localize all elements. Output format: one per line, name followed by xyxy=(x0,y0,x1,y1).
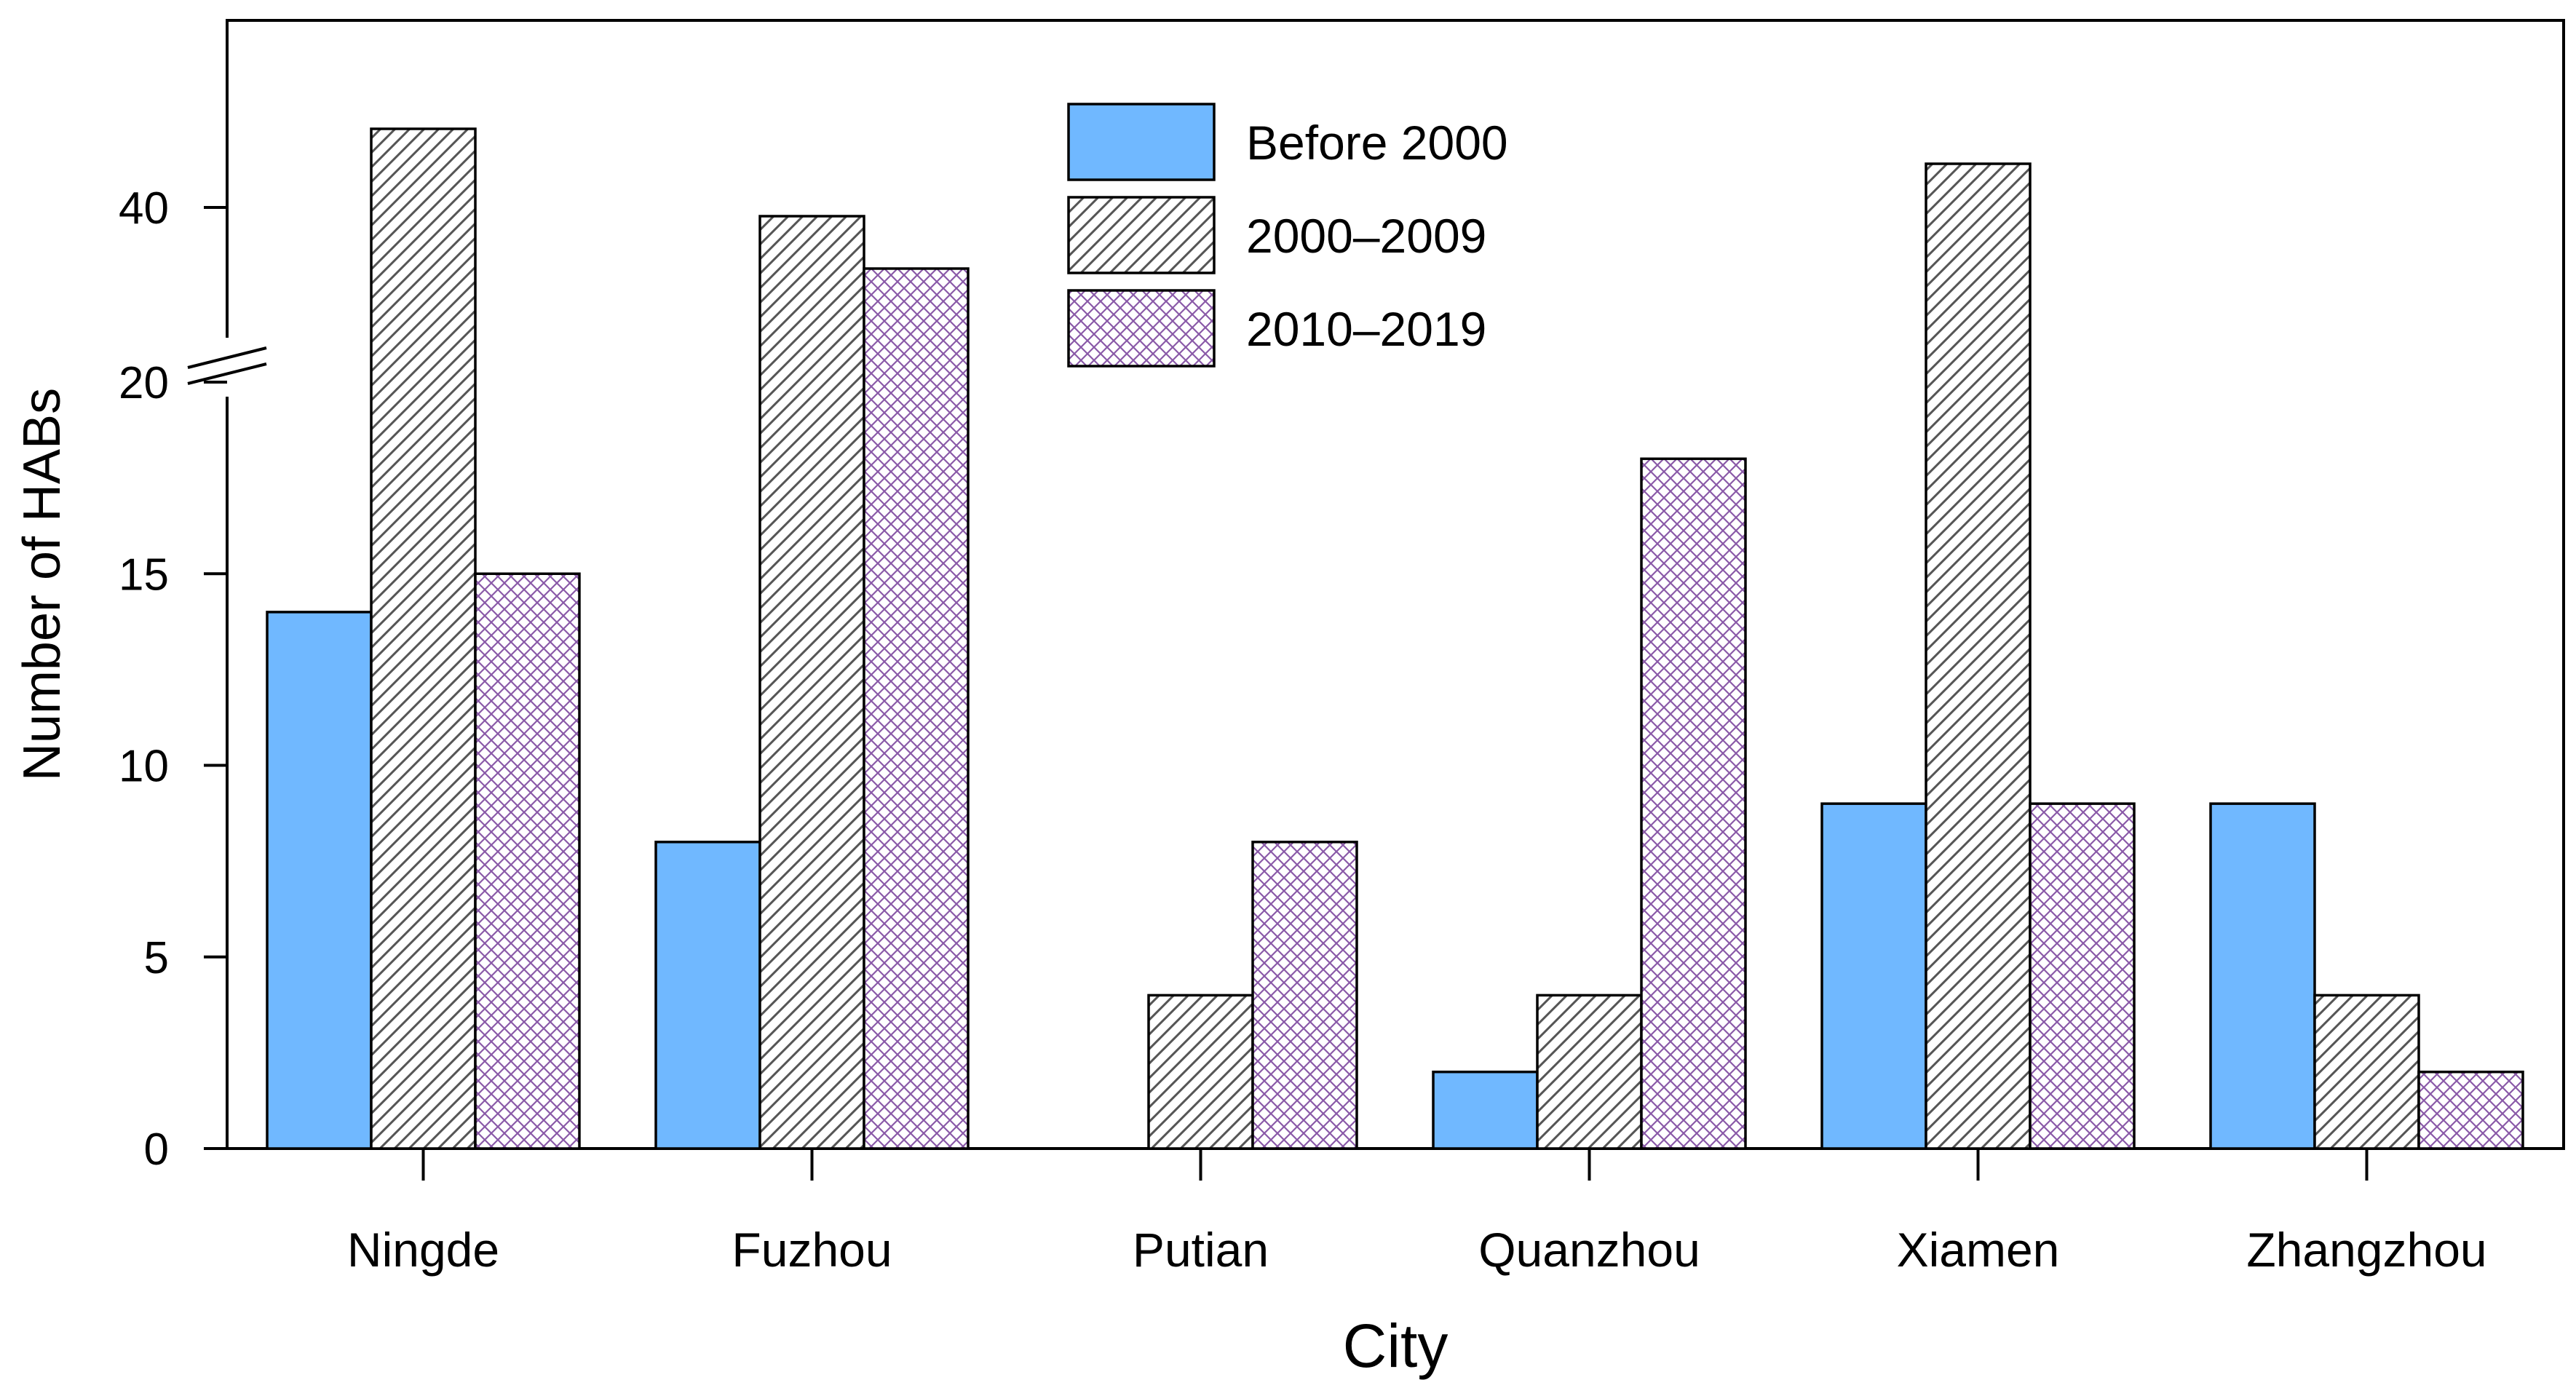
y-tick-label: 20 xyxy=(119,358,169,408)
legend-swatch-2 xyxy=(1067,289,1216,368)
y-axis: 0 5 10 15 20 40 xyxy=(119,183,227,1175)
x-axis: Ningde Fuzhou Putian Quanzhou Xiamen Zhangzho… xyxy=(347,1149,2487,1277)
legend-label-1: 2000–2009 xyxy=(1246,209,1486,263)
y-tick-label: 10 xyxy=(119,742,169,792)
x-tick-label-zhangzhou: Zhangzhou xyxy=(2246,1223,2486,1277)
axis-break-mark xyxy=(187,362,267,385)
bar-putian-series-1 xyxy=(1147,994,1254,1150)
bar-xiamen-series-2 xyxy=(2029,802,2136,1150)
bar-ningde-series-0 xyxy=(266,611,373,1150)
bar-putian-series-2 xyxy=(1251,841,1358,1150)
y-tick-label: 15 xyxy=(119,550,169,600)
bar-zhangzhou-series-2 xyxy=(2417,1070,2524,1150)
bar-zhangzhou-series-0 xyxy=(2209,802,2316,1150)
bar-quanzhou-series-0 xyxy=(1432,1070,1539,1150)
bar-ningde-series-2 xyxy=(474,572,581,1150)
legend: Before 2000 2000–2009 2010–2019 xyxy=(1067,103,1508,368)
x-axis-title: City xyxy=(1343,1312,1448,1380)
y-tick-label: 0 xyxy=(144,1125,169,1175)
legend-label-0: Before 2000 xyxy=(1246,116,1508,170)
bars-layer xyxy=(266,127,2524,1150)
plot-frame xyxy=(226,19,2565,1150)
legend-swatch-1 xyxy=(1067,196,1216,274)
legend-label-2: 2010–2019 xyxy=(1246,302,1486,356)
bar-ningde-series-1 xyxy=(370,127,477,1150)
bar-xiamen-series-0 xyxy=(1820,802,1927,1150)
x-tick-label-fuzhou: Fuzhou xyxy=(732,1223,892,1277)
bar-xiamen-series-1 xyxy=(1925,162,2032,1150)
bar-quanzhou-series-2 xyxy=(1640,457,1747,1150)
x-tick-label-ningde: Ningde xyxy=(347,1223,499,1277)
y-tick-label: 40 xyxy=(119,183,169,234)
legend-swatch-0 xyxy=(1067,103,1216,181)
y-axis-title: Number of HABs xyxy=(13,388,71,781)
bar-fuzhou-series-2 xyxy=(863,267,970,1150)
bar-zhangzhou-series-1 xyxy=(2313,994,2420,1150)
bar-fuzhou-series-1 xyxy=(758,215,865,1150)
x-tick-label-putian: Putian xyxy=(1133,1223,1269,1277)
bar-quanzhou-series-1 xyxy=(1536,994,1643,1150)
y-tick-label: 5 xyxy=(144,933,169,983)
x-tick-label-xiamen: Xiamen xyxy=(1897,1223,2060,1277)
bar-fuzhou-series-0 xyxy=(654,841,761,1150)
x-tick-label-quanzhou: Quanzhou xyxy=(1478,1223,1700,1277)
axis-break-mark xyxy=(187,346,267,369)
